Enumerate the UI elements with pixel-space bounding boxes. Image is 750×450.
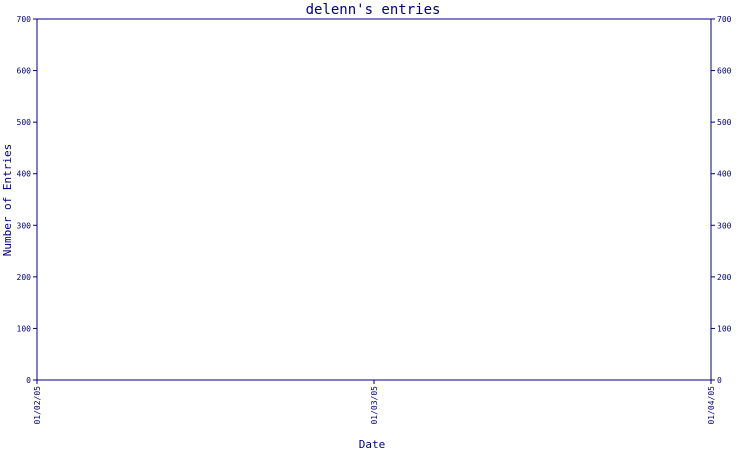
y-tick-label-right: 100 bbox=[717, 324, 732, 333]
y-tick-label-right: 0 bbox=[717, 376, 722, 385]
y-tick-label-left: 100 bbox=[17, 324, 32, 333]
x-axis-label: Date bbox=[359, 438, 386, 450]
y-tick-label-right: 600 bbox=[717, 67, 732, 76]
y-tick-label-left: 400 bbox=[17, 170, 32, 179]
y-tick-label-left: 700 bbox=[17, 15, 32, 24]
y-axis-left: 0 100 200 300 400 500 600 700 bbox=[17, 15, 37, 385]
y-tick-label-left: 200 bbox=[17, 273, 32, 282]
x-tick-label: 01/03/05 bbox=[370, 386, 379, 425]
x-tick-label: 01/04/05 bbox=[707, 386, 716, 425]
y-tick-label-left: 300 bbox=[17, 221, 32, 230]
y-axis-label: Number of Entries bbox=[1, 144, 14, 257]
y-tick-label-left: 0 bbox=[26, 376, 31, 385]
y-tick-label-left: 600 bbox=[17, 67, 32, 76]
y-tick-label-right: 400 bbox=[717, 170, 732, 179]
plot-area bbox=[36, 18, 712, 381]
x-axis: 01/02/05 01/03/05 01/04/05 bbox=[33, 380, 716, 425]
y-tick-label-right: 500 bbox=[717, 118, 732, 127]
y-tick-label-right: 300 bbox=[717, 221, 732, 230]
y-tick-label-right: 200 bbox=[717, 273, 732, 282]
y-axis-right: 0 100 200 300 400 500 600 700 bbox=[711, 15, 732, 385]
chart-title: delenn's entries bbox=[306, 2, 441, 18]
x-tick-label: 01/02/05 bbox=[33, 386, 42, 425]
y-tick-label-left: 500 bbox=[17, 118, 32, 127]
y-tick-label-right: 700 bbox=[717, 15, 732, 24]
